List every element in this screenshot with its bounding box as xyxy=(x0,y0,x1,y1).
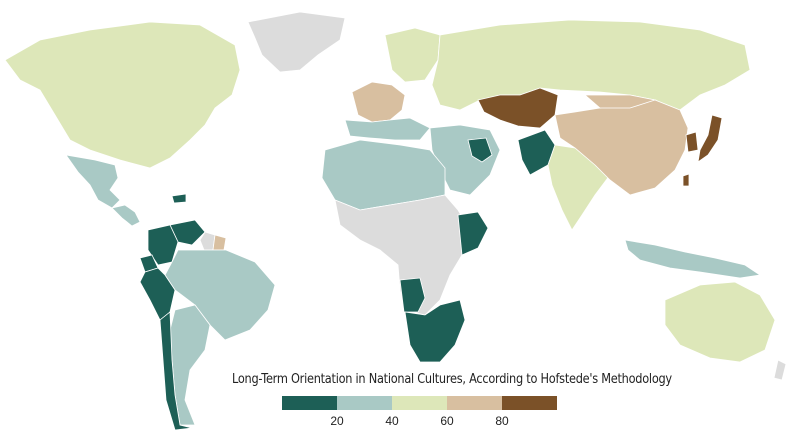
legend-swatch-5 xyxy=(502,396,557,410)
region-western-europe xyxy=(351,81,406,123)
region-southern-europe xyxy=(344,117,431,141)
region-japan xyxy=(697,114,723,163)
legend-tick: 20 xyxy=(330,414,344,428)
region-caribbean xyxy=(171,193,187,204)
legend-swatch-2 xyxy=(337,396,392,410)
region-taiwan xyxy=(682,173,690,187)
region-australia xyxy=(664,281,776,363)
legend: 20 40 60 80 xyxy=(282,396,562,436)
legend-tick: 40 xyxy=(385,414,399,428)
legend-swatch-3 xyxy=(392,396,447,410)
map-title: Long-Term Orientation in National Cultur… xyxy=(232,372,672,387)
legend-tick: 80 xyxy=(495,414,509,428)
region-india xyxy=(547,144,611,231)
region-mongolia xyxy=(583,94,657,109)
region-mexico xyxy=(65,154,121,209)
region-northern-europe xyxy=(384,27,441,83)
region-greenland xyxy=(247,11,346,73)
region-indonesia xyxy=(624,239,762,279)
region-central-america xyxy=(111,204,141,227)
region-angola xyxy=(399,277,426,313)
region-new-zealand xyxy=(773,359,787,381)
region-southern-africa xyxy=(404,299,466,363)
legend-tick: 60 xyxy=(440,414,454,428)
region-chile xyxy=(159,311,193,431)
region-iraq xyxy=(467,137,493,163)
legend-swatch-4 xyxy=(447,396,502,410)
region-suriname xyxy=(212,234,227,251)
region-ethiopia xyxy=(457,211,489,256)
region-central-africa xyxy=(334,194,471,316)
region-north-america xyxy=(4,21,241,169)
region-korea xyxy=(685,131,699,153)
legend-swatch-1 xyxy=(282,396,337,410)
